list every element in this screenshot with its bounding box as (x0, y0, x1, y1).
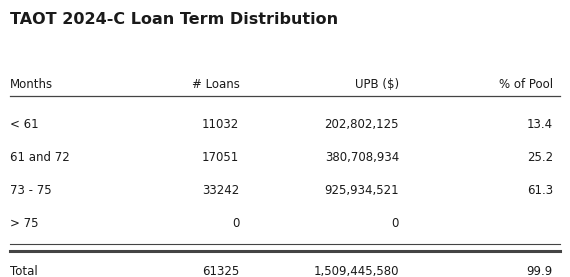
Text: 1,509,445,580: 1,509,445,580 (314, 265, 399, 277)
Text: 17051: 17051 (202, 151, 239, 164)
Text: Months: Months (10, 78, 54, 91)
Text: 380,708,934: 380,708,934 (325, 151, 399, 164)
Text: > 75: > 75 (10, 217, 39, 230)
Text: 25.2: 25.2 (527, 151, 553, 164)
Text: 13.4: 13.4 (527, 118, 553, 131)
Text: 0: 0 (232, 217, 239, 230)
Text: 99.9: 99.9 (527, 265, 553, 277)
Text: 11032: 11032 (202, 118, 239, 131)
Text: TAOT 2024-C Loan Term Distribution: TAOT 2024-C Loan Term Distribution (10, 12, 339, 27)
Text: Total: Total (10, 265, 38, 277)
Text: 61 and 72: 61 and 72 (10, 151, 70, 164)
Text: 925,934,521: 925,934,521 (324, 184, 399, 197)
Text: 33242: 33242 (202, 184, 239, 197)
Text: 61325: 61325 (202, 265, 239, 277)
Text: 61.3: 61.3 (527, 184, 553, 197)
Text: < 61: < 61 (10, 118, 39, 131)
Text: 73 - 75: 73 - 75 (10, 184, 52, 197)
Text: 0: 0 (392, 217, 399, 230)
Text: % of Pool: % of Pool (499, 78, 553, 91)
Text: # Loans: # Loans (192, 78, 239, 91)
Text: 202,802,125: 202,802,125 (324, 118, 399, 131)
Text: UPB ($): UPB ($) (355, 78, 399, 91)
